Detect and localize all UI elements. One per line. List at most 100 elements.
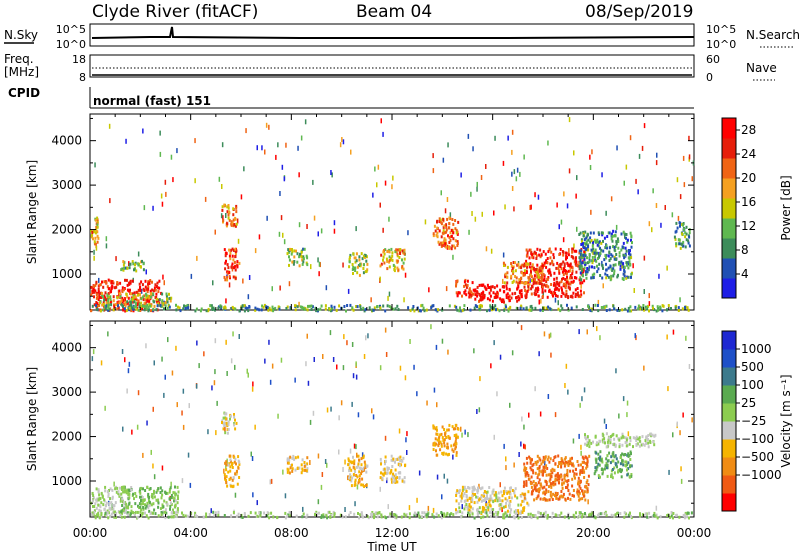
- power-colorbar-swatch: [722, 178, 736, 199]
- power-echo: [481, 211, 483, 217]
- velocity-echo: [379, 486, 381, 492]
- x-tick-label: 20:00: [576, 526, 611, 540]
- velocity-echo: [626, 412, 628, 418]
- power-echo: [643, 289, 645, 294]
- power-echo: [247, 294, 250, 300]
- power-echo: [547, 140, 549, 146]
- beam-title: Beam 04: [356, 2, 432, 22]
- velocity-echo: [214, 338, 217, 344]
- velocity-echo: [672, 329, 675, 335]
- velocity-echo: [446, 478, 449, 484]
- power-echo: [648, 293, 650, 299]
- power-echo: [515, 176, 518, 182]
- power-echo: [407, 230, 409, 236]
- power-echo: [277, 142, 279, 148]
- velocity-echo: [182, 424, 185, 430]
- power-echo: [691, 176, 693, 182]
- power-echo: [597, 299, 600, 305]
- velocity-echo: [523, 443, 525, 449]
- power-echo: [281, 164, 284, 170]
- power-echo: [261, 145, 263, 151]
- power-echo: [513, 169, 516, 175]
- velocity-echo: [213, 380, 216, 386]
- power-echo: [374, 166, 376, 172]
- velocity-echo: [269, 479, 271, 485]
- velocity-colorbar-tick: −500: [741, 450, 774, 464]
- power-echo: [403, 297, 405, 303]
- power-echo: [523, 154, 525, 160]
- velocity-echo: [121, 349, 124, 354]
- power-echo: [573, 243, 575, 249]
- velocity-echo: [145, 343, 147, 349]
- velocity-echo: [478, 407, 481, 413]
- power-echo: [511, 149, 513, 155]
- power-echo: [115, 256, 117, 262]
- power-echo: [648, 301, 651, 307]
- velocity-region-4: [286, 454, 309, 475]
- date-title: 08/Sep/2019: [585, 2, 693, 22]
- power-echo: [428, 287, 430, 293]
- power-echo: [568, 117, 571, 123]
- velocity-echo: [330, 406, 332, 412]
- velocity-echo: [427, 505, 430, 511]
- power-frame: [89, 113, 695, 311]
- power-echo: [376, 182, 378, 188]
- power-echo: [601, 172, 603, 178]
- power-echo: [370, 297, 372, 303]
- x-tick-label: 08:00: [274, 526, 309, 540]
- power-echo: [225, 213, 227, 218]
- power-echo: [666, 265, 668, 271]
- velocity-echo: [379, 365, 382, 371]
- power-echo: [319, 262, 321, 268]
- power-echo: [446, 197, 449, 202]
- velocity-echo: [460, 426, 462, 432]
- velocity-echo: [136, 424, 139, 430]
- velocity-echo: [518, 452, 520, 457]
- velocity-echo: [354, 501, 356, 507]
- velocity-echo: [441, 494, 443, 500]
- velocity-echo: [92, 349, 95, 355]
- freq-tick-top: 18: [72, 53, 86, 66]
- power-colorbar-tick: 12: [741, 219, 756, 233]
- power-echo: [282, 232, 284, 238]
- power-echo: [236, 218, 239, 224]
- power-region-11: [472, 282, 523, 304]
- power-echo: [342, 139, 345, 145]
- power-echo: [537, 194, 540, 200]
- velocity-echo: [386, 478, 388, 484]
- velocity-echo: [565, 363, 568, 369]
- velocity-echo: [302, 506, 304, 512]
- freq-tick-bottom: 8: [79, 71, 86, 84]
- velocity-region-2: [223, 454, 241, 489]
- power-echo: [424, 219, 427, 225]
- power-echo: [320, 228, 323, 234]
- power-echo: [658, 273, 660, 279]
- velocity-echo: [534, 386, 536, 392]
- power-echo: [664, 205, 666, 210]
- power-echo: [384, 180, 387, 186]
- nsearch-tick-top: 10^5: [706, 23, 736, 36]
- velocity-echo: [326, 462, 328, 468]
- velocity-region-3: [221, 411, 238, 435]
- nsearch-label: N.Search: [746, 28, 800, 42]
- velocity-echo: [207, 429, 209, 435]
- power-echo: [279, 285, 281, 291]
- velocity-echo: [357, 412, 360, 418]
- power-echo: [404, 272, 407, 278]
- power-echo: [339, 142, 342, 148]
- velocity-region-1: [120, 485, 180, 516]
- power-echo: [460, 172, 462, 178]
- power-echo: [671, 212, 674, 218]
- power-echo: [304, 119, 307, 125]
- power-echo: [519, 171, 521, 177]
- velocity-echo: [251, 386, 254, 392]
- velocity-echo: [142, 452, 144, 458]
- velocity-echo: [307, 380, 310, 386]
- velocity-echo: [268, 339, 270, 345]
- velocity-echo: [371, 408, 373, 414]
- power-echo: [643, 255, 646, 261]
- velocity-colorbar-swatch: [722, 475, 736, 494]
- power-echo: [271, 286, 273, 292]
- velocity-echo: [224, 426, 226, 432]
- power-echo: [172, 177, 174, 183]
